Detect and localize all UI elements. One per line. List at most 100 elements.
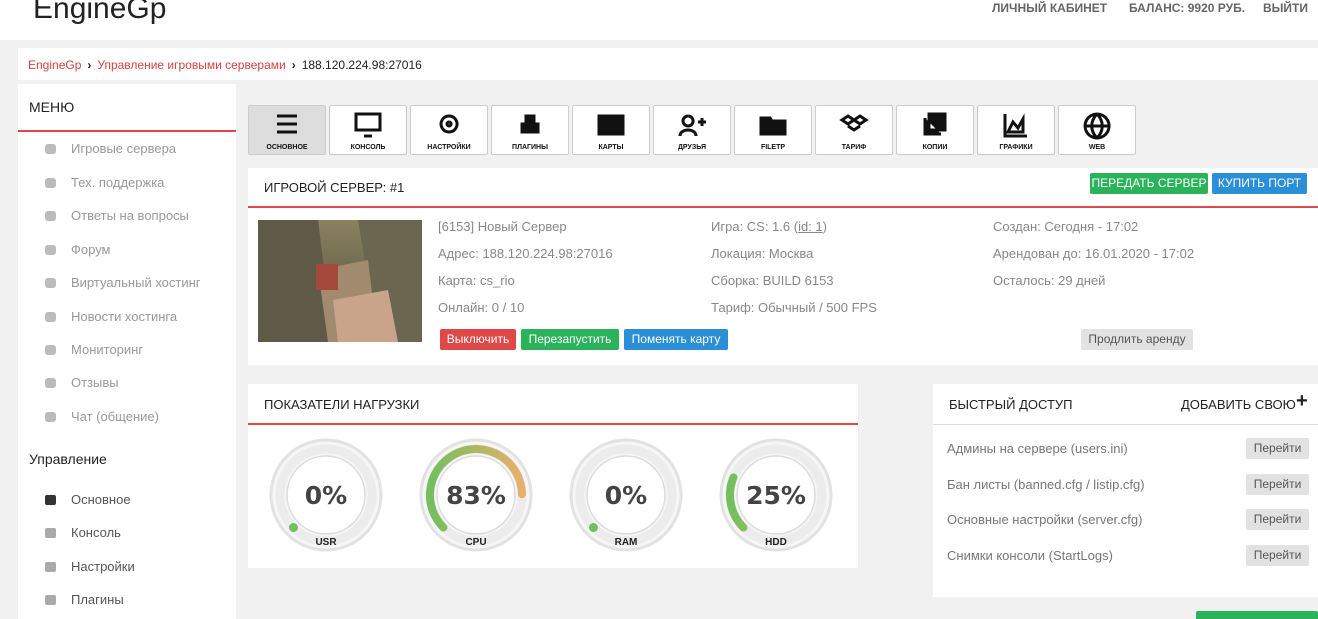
menu-icon [45,178,56,188]
menu-item[interactable]: Тех. поддержка [71,175,165,190]
extend-button[interactable]: Продлить аренду [1081,329,1193,350]
menu-item[interactable]: Новости хостинга [71,309,178,324]
menu-item[interactable]: Чат (общение) [71,409,159,424]
server-info: Тариф: Обычный / 500 FPS [711,300,877,315]
toolbar-label: ГРАФИКИ [999,144,1033,151]
toolbar-icon [277,114,297,134]
section-icon [45,595,56,605]
server-info: Онлайн: 0 / 10 [438,300,525,315]
toolbar-button[interactable]: ТАРИФ [815,105,893,155]
game-prefix: Игра: CS: 1.6 ( [711,219,799,234]
bottom-green-button[interactable] [1196,611,1318,619]
server-info: Адрес: 188.120.224.98:27016 [438,246,613,261]
menu-icon [45,144,56,154]
server-title: ИГРОВОЙ СЕРВЕР: #1 [264,180,405,195]
toolbar-label: FILETP [760,144,786,151]
menu-item[interactable]: Отзывы [71,375,119,390]
toolbar-icon [678,114,706,137]
toolbar-label: ДРУЗЬЯ [677,144,707,151]
breadcrumb-bar [18,48,1318,80]
section-item[interactable]: Настройки [71,559,135,574]
server-info: Локация: Москва [711,246,814,261]
quick-title: БЫСТРЫЙ ДОСТУП [949,397,1073,412]
server-game: Игра: CS: 1.6 (id: 1) [711,219,827,234]
menu-item[interactable]: Форум [71,242,111,257]
quick-add-icon[interactable]: + [1296,390,1308,412]
menu-item[interactable]: Виртуальный хостинг [71,275,201,290]
menu-item[interactable]: Мониторинг [71,342,144,357]
breadcrumb-separator: › [87,58,92,72]
section-item[interactable]: Плагины [71,592,124,607]
toolbar-icon [597,114,625,136]
toolbar-button[interactable]: ПЛАГИНЫ [491,105,569,155]
breadcrumb-separator: › [291,58,296,72]
toolbar-label: НАСТРОЙКИ [427,144,471,151]
game-link[interactable]: id: 1 [798,219,823,234]
quick-go-button[interactable]: Перейти [1246,545,1309,566]
toolbar-button[interactable]: КАРТЫ [572,105,650,155]
section-icon [45,562,56,572]
toolbar-icon [354,112,382,138]
toolbar-label: ПЛАГИНЫ [512,144,548,151]
server-info: [6153] Новый Сервер [438,219,567,234]
toolbar-icon [839,114,869,132]
quick-link[interactable]: Основные настройки (server.cfg) [947,512,1143,527]
toolbar-label: ТАРИФ [841,144,867,151]
section-item[interactable]: Консоль [71,525,121,540]
quick-go-button[interactable]: Перейти [1246,474,1309,495]
nav-link[interactable]: ЛИЧНЫЙ КАБИНЕТ [992,1,1108,15]
quick-link[interactable]: Снимки консоли (StartLogs) [947,548,1113,563]
game-suffix: ) [822,219,827,234]
section-icon [45,528,56,538]
breadcrumb-link[interactable]: Управление игровыми серверами [97,58,286,72]
toolbar-button[interactable]: FILETP [734,105,812,155]
server-info: Арендован до: 16.01.2020 - 17:02 [993,246,1195,261]
toolbar-button[interactable]: WEB [1058,105,1136,155]
toolbar-icon [1083,112,1111,140]
menu-item[interactable]: Ответы на вопросы [71,208,189,223]
server-control-button[interactable]: Поменять карту [624,329,728,350]
quick-link[interactable]: Бан листы (banned.cfg / listip.cfg) [947,477,1145,492]
server-info: Карта: cs_rio [438,273,515,288]
toolbar-button[interactable]: КОНСОЛЬ [329,105,407,155]
menu-icon [45,378,56,388]
quick-go-button[interactable]: Перейти [1246,509,1309,530]
menu-icon [45,312,56,322]
menu-icon [45,211,56,221]
server-action-button[interactable]: КУПИТЬ ПОРТ [1212,173,1307,194]
menu-icon [45,278,56,288]
toolbar-button[interactable]: ОСНОВНОЕ [248,105,326,155]
server-control-button[interactable]: Выключить [440,329,516,350]
server-control-button[interactable]: Перезапустить [521,329,619,350]
quick-link[interactable]: Админы на сервере (users.ini) [947,441,1128,456]
nav-link[interactable]: БАЛАНС: 9920 РУБ. [1129,1,1246,15]
toolbar-label: КОПИИ [922,144,948,151]
breadcrumb-current: 188.120.224.98:27016 [301,58,422,72]
nav-link[interactable]: ВЫЙТИ [1263,1,1308,15]
toolbar-button[interactable]: ГРАФИКИ [977,105,1055,155]
menu-icon [45,245,56,255]
toolbar-button[interactable]: ДРУЗЬЯ [653,105,731,155]
toolbar-button[interactable]: НАСТРОЙКИ [410,105,488,155]
toolbar-icon [439,114,459,134]
toolbar-icon [759,116,787,136]
logo[interactable]: EngineGp [33,0,167,25]
server-action-button[interactable]: ПЕРЕДАТЬ СЕРВЕР [1090,173,1208,194]
toolbar-label: КОНСОЛЬ [350,144,386,151]
breadcrumb-link[interactable]: EngineGp [28,58,82,72]
section-title: Управление [29,451,107,467]
toolbar-button[interactable]: КОПИИ [896,105,974,155]
load-title: ПОКАЗАТЕЛИ НАГРУЗКИ [264,397,420,412]
quick-go-button[interactable]: Перейти [1246,438,1309,459]
toolbar-label: ОСНОВНОЕ [266,144,308,151]
menu-underline [18,130,236,132]
server-underline [248,206,1318,208]
quick-add[interactable]: ДОБАВИТЬ СВОЮ [1181,397,1296,412]
load-underline [248,423,858,425]
menu-item[interactable]: Игровые сервера [71,141,177,156]
menu-icon [45,412,56,422]
section-icon [45,495,56,505]
top-bar [0,0,1318,40]
section-item[interactable]: Основное [71,492,131,507]
